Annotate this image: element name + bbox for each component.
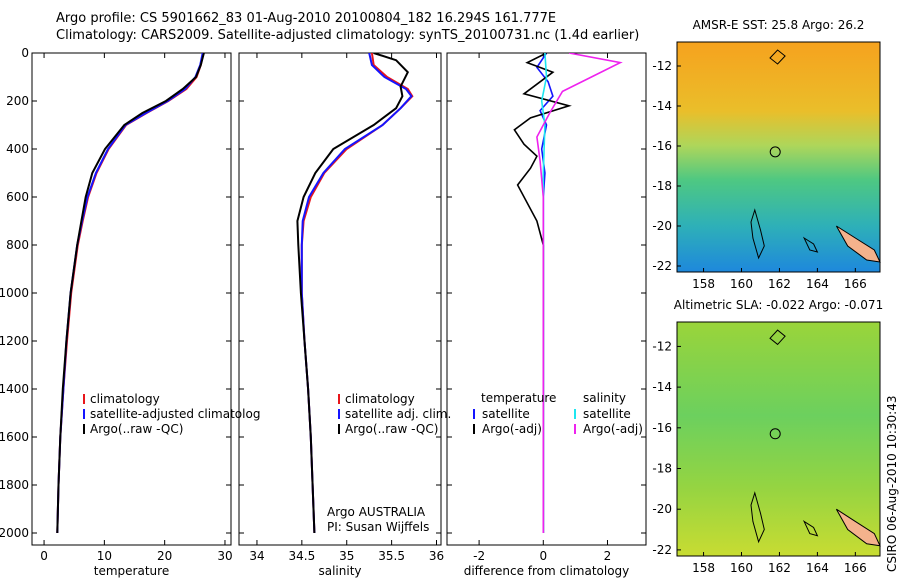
y-tick-label: -20 (652, 502, 672, 516)
map-panel-2: Altimetric SLA: -0.022 Argo: -0.071 158 16… (652, 298, 883, 575)
x-tick-label: 34 (249, 549, 264, 563)
timestamp-stamp: CSIRO 06-Aug-2010 10:30:43 (885, 396, 899, 572)
x-tick-label: 164 (806, 561, 829, 575)
legend-label: Argo(..raw -QC) (345, 422, 438, 436)
series-group (513, 53, 623, 533)
coastline (769, 49, 786, 65)
profile-panel-2: 34 34.5 35 35.5 36 salinity climatologysatelli… (238, 52, 451, 578)
legend-label: satellite (583, 407, 631, 421)
y-tick-label: 1200 (0, 334, 29, 348)
series-group (296, 53, 414, 534)
series-line-argo-raw-qc- (56, 53, 205, 534)
y-tick-label: -16 (652, 139, 672, 153)
x-tick-label: -2 (473, 549, 485, 563)
x-tick-label: 166 (844, 277, 867, 291)
legend-label: climatology (345, 392, 415, 406)
x-tick-label: 162 (768, 561, 791, 575)
y-tick-label: -14 (652, 99, 672, 113)
x-tick-label: 166 (844, 561, 867, 575)
coastline (802, 236, 819, 253)
legend-label: Argo(-adj) (583, 422, 643, 436)
series-group (56, 53, 205, 534)
y-tick-label: 600 (6, 190, 29, 204)
y-tick-label: -22 (652, 259, 672, 273)
y-tick-label: -22 (652, 543, 672, 557)
x-tick-label: 160 (730, 561, 753, 575)
y-tick-label: -14 (652, 380, 672, 394)
y-tick-label: -12 (652, 339, 672, 353)
x-tick-label: 0 (40, 549, 48, 563)
profile-marker (769, 428, 781, 440)
panel-frame (31, 52, 232, 546)
y-tick-label: 1400 (0, 382, 29, 396)
map-title: Altimetric SLA: -0.022 Argo: -0.071 (674, 298, 883, 312)
y-tick-label: 0 (21, 46, 29, 60)
x-tick-label: 0 (539, 549, 547, 563)
y-tick-label: 1000 (0, 286, 29, 300)
profile-panel-1: 0 10 20 30 0 200 400 600 800 1000 1200 1400 1600 1800… (0, 46, 260, 578)
legend-label: climatology (90, 392, 160, 406)
map-panels: AMSR-E SST: 25.8 Argo: 26.2 158 160 162 164 1… (652, 18, 883, 575)
annotation-pi: PI: Susan Wijffels (327, 520, 429, 534)
x-tick-label: 158 (692, 277, 715, 291)
legend-label: satellite adj. clim. (345, 407, 451, 421)
panel-frame (238, 52, 442, 546)
series-line-argo-adj- (513, 53, 572, 533)
x-tick-label: 10 (97, 549, 112, 563)
x-tick-label: 164 (806, 277, 829, 291)
y-tick-label: 400 (6, 142, 29, 156)
coastline (750, 208, 765, 260)
title-line-1: Argo profile: CS 5901662_83 01-Aug-2010 … (56, 11, 557, 26)
y-tick-label: 1800 (0, 478, 29, 492)
y-tick-label: 2000 (0, 526, 29, 540)
coastline (769, 329, 786, 346)
series-line-satellite-adj-clim- (300, 53, 413, 534)
x-tick-label: 2 (604, 549, 612, 563)
y-tick-label: 1600 (0, 430, 29, 444)
y-tick-label: -16 (652, 421, 672, 435)
legend-heading-salinity: salinity (583, 391, 626, 405)
map-panel-1: AMSR-E SST: 25.8 Argo: 26.2 158 160 162 164 1… (652, 18, 881, 291)
legend-label: satellite (482, 407, 530, 421)
profile-marker (769, 146, 781, 158)
x-axis-label: difference from climatology (464, 564, 630, 578)
y-tick-label: 200 (6, 94, 29, 108)
series-line-climatology (56, 53, 205, 534)
x-tick-label: 30 (217, 549, 232, 563)
x-tick-label: 20 (157, 549, 172, 563)
y-tick-label: -18 (652, 462, 672, 476)
legend-label: Argo(-adj) (482, 422, 542, 436)
profile-panels: 0 10 20 30020040060080010001200140016001800… (0, 46, 647, 578)
legend-label: satellite-adjusted climatolog (90, 407, 260, 421)
coastline (750, 491, 765, 544)
series-line-climatology (300, 53, 414, 534)
series-line-satellite-adjusted-climatolog (56, 53, 204, 534)
x-tick-label: 36 (429, 549, 444, 563)
y-tick-label: -12 (652, 59, 672, 73)
x-axis-label: salinity (318, 564, 361, 578)
x-axis-label: temperature (94, 564, 169, 578)
coastline (802, 520, 819, 537)
x-tick-label: 158 (692, 561, 715, 575)
y-tick-label: 800 (6, 238, 29, 252)
map-frame (676, 321, 881, 557)
x-tick-label: 162 (768, 277, 791, 291)
x-tick-label: 35.5 (378, 549, 405, 563)
map-frame (676, 41, 881, 273)
series-line-argo-adj- (536, 53, 623, 533)
x-tick-label: 34.5 (288, 549, 315, 563)
y-tick-label: -18 (652, 179, 672, 193)
y-tick-label: -20 (652, 219, 672, 233)
legend-label: Argo(..raw -QC) (90, 422, 183, 436)
series-line-argo-raw-qc- (296, 53, 410, 534)
annotation-argo-australia: Argo AUSTRALIA (327, 505, 426, 519)
title-line-2: Climatology: CARS2009. Satellite-adjuste… (56, 28, 640, 43)
legend-heading-temperature: temperature (481, 391, 556, 405)
x-tick-label: 35 (339, 549, 354, 563)
map-title: AMSR-E SST: 25.8 Argo: 26.2 (693, 18, 865, 32)
x-tick-label: 160 (730, 277, 753, 291)
